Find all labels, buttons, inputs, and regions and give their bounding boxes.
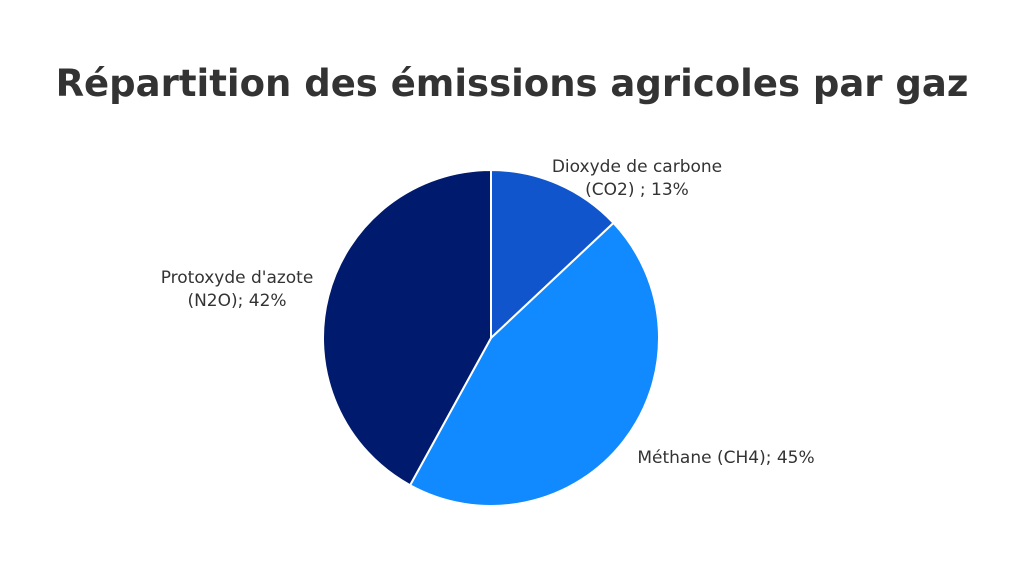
pie-slice-1	[490, 168, 615, 341]
slice-label-line: (N2O); 42%	[187, 291, 286, 311]
slice-label-line: Protoxyde d'azote	[161, 268, 314, 288]
pie-slice-3	[321, 168, 492, 487]
slice-label-line: (CO2) ; 13%	[585, 180, 689, 200]
slice-label-2: Méthane (CH4); 45%	[637, 448, 814, 468]
slice-label-line: Méthane (CH4); 45%	[637, 448, 814, 468]
chart-title: Répartition des émissions agricoles par …	[55, 62, 969, 105]
slice-label-1: Dioxyde de carbone (CO2) ; 13%	[552, 157, 722, 200]
pie-slice-2	[408, 221, 660, 507]
slice-label-line: Dioxyde de carbone	[552, 157, 722, 177]
slice-label-3: Protoxyde d'azote (N2O); 42%	[161, 268, 314, 311]
